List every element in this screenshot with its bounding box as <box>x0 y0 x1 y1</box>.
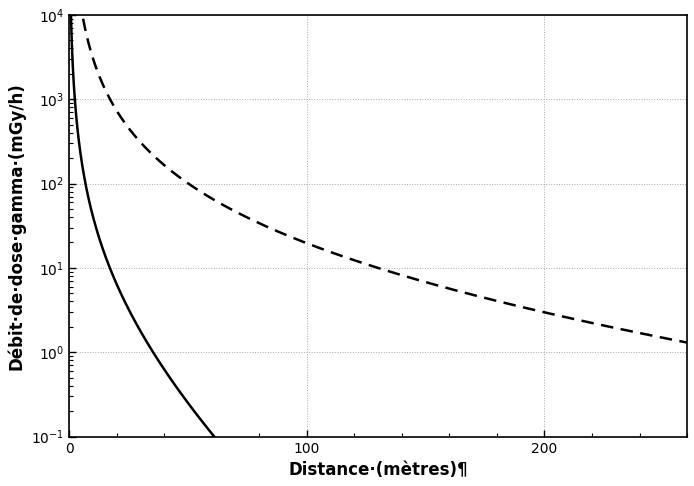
Y-axis label: Débit·de·dose·gamma·(mGy/h): Débit·de·dose·gamma·(mGy/h) <box>7 82 26 369</box>
X-axis label: Distance·(mètres)¶: Distance·(mètres)¶ <box>288 461 468 479</box>
